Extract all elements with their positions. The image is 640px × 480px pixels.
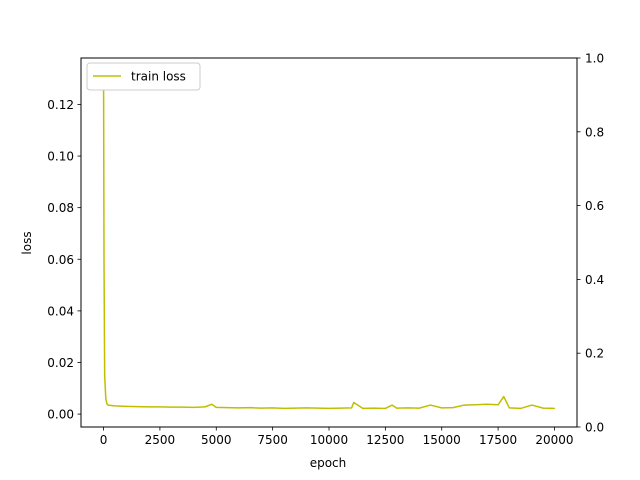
data-point-0-12 <box>181 406 184 408</box>
data-point-0-43 <box>497 404 499 406</box>
data-point-0-16 <box>215 406 217 408</box>
data-point-0-33 <box>391 404 393 406</box>
y-tick-label: 0.02 <box>47 356 74 370</box>
data-point-0-29 <box>353 401 355 404</box>
data-point-0-15 <box>211 403 213 405</box>
legend: train loss <box>86 62 201 91</box>
data-point-0-31 <box>373 407 375 409</box>
y2-tick-label: 0.8 <box>585 125 604 139</box>
x-tick-label: 0 <box>100 433 108 447</box>
data-point-0-2 <box>104 374 106 376</box>
data-point-0-32 <box>384 407 386 410</box>
data-point-0-45 <box>508 407 510 409</box>
data-point-0-1 <box>103 258 105 260</box>
legend-box <box>86 62 201 91</box>
data-point-0-18 <box>238 407 240 409</box>
data-point-0-14 <box>204 406 206 408</box>
series-line-0 <box>102 65 555 410</box>
data-point-0-5 <box>107 404 109 406</box>
data-point-0-20 <box>260 407 262 409</box>
data-point-0-17 <box>226 407 229 409</box>
y-tick-label: 0.06 <box>47 253 74 267</box>
data-point-0-49 <box>553 407 556 410</box>
data-point-0-38 <box>441 407 443 409</box>
data-point-0-3 <box>105 398 107 400</box>
data-point-0-4 <box>106 403 108 405</box>
legend-label-train-loss: train loss <box>131 70 186 84</box>
x-tick-label: 10000 <box>310 433 348 447</box>
data-point-0-47 <box>531 404 533 406</box>
data-point-0-35 <box>407 407 409 409</box>
y-tick-label: 0.10 <box>47 150 74 164</box>
data-point-0-34 <box>396 407 398 409</box>
data-point-0-24 <box>305 407 308 409</box>
y2-tick-label: 0.6 <box>585 199 604 213</box>
x-axis-label: epoch <box>310 456 347 470</box>
data-point-0-41 <box>474 404 477 406</box>
data-point-0-9 <box>148 406 150 408</box>
y-axis-label: loss <box>20 231 34 254</box>
data-point-0-48 <box>542 407 544 409</box>
data-point-0-7 <box>125 405 127 407</box>
y-tick-label: 0.08 <box>47 201 74 215</box>
data-point-0-10 <box>159 406 161 408</box>
x-tick-label: 5000 <box>201 433 232 447</box>
data-point-0-26 <box>328 407 330 410</box>
data-point-0-11 <box>170 406 172 408</box>
x-tick-label: 7500 <box>257 433 288 447</box>
data-point-0-36 <box>418 407 420 409</box>
data-point-0-44 <box>503 395 505 398</box>
data-point-0-6 <box>114 405 116 407</box>
plot-layer <box>102 65 556 410</box>
x-tick-label: 12500 <box>366 433 404 447</box>
data-point-0-27 <box>339 407 341 409</box>
y2-tick-label: 0.0 <box>585 421 604 435</box>
axes-layer: 0 2500 5000 7500 10000 12500 15000 17500 20000 0.… <box>47 52 604 448</box>
x-tick-label: 20000 <box>535 433 573 447</box>
data-point-0-39 <box>452 407 454 409</box>
data-point-0-13 <box>193 406 195 408</box>
data-point-0-37 <box>429 404 432 406</box>
data-point-0-28 <box>350 407 353 409</box>
data-point-0-21 <box>272 407 274 409</box>
x-tick-label: 17500 <box>479 433 517 447</box>
y2-tick-label: 0.4 <box>585 273 604 287</box>
data-point-0-46 <box>520 407 522 410</box>
data-point-0-23 <box>294 407 296 409</box>
data-point-0-19 <box>249 407 251 409</box>
y-tick-label: 0.00 <box>47 408 74 422</box>
y2-tick-label: 0.2 <box>585 347 604 361</box>
data-point-0-40 <box>463 404 465 406</box>
x-tick-label: 2500 <box>145 433 176 447</box>
data-point-0-25 <box>317 407 319 409</box>
y-tick-label: 0.04 <box>47 304 74 318</box>
data-point-0-8 <box>136 406 138 408</box>
data-point-0-42 <box>486 403 488 405</box>
y2-tick-label: 1.0 <box>585 52 604 66</box>
x-tick-label: 15000 <box>423 433 461 447</box>
y-tick-label: 0.12 <box>47 98 74 112</box>
data-point-0-22 <box>283 407 285 410</box>
data-point-0-30 <box>362 407 364 410</box>
